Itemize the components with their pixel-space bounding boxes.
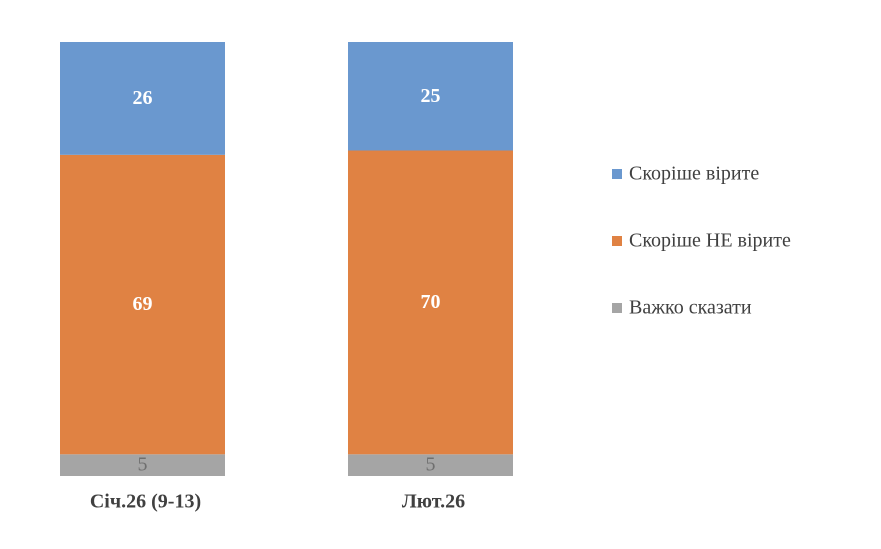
legend-label: Скоріше НЕ вірите [629,230,791,252]
value-label: 70 [421,291,441,313]
bar-segment [348,454,513,476]
bar-segment [348,42,513,151]
value-label: 5 [426,454,436,476]
bar-segment [60,154,225,455]
value-label: 5 [138,454,148,476]
legend-swatch [612,303,622,313]
legend-swatch [612,236,622,246]
value-label: 25 [421,85,441,107]
bar-segment [60,42,225,155]
x-label: Січ.26 (9-13) [90,491,201,513]
legend-swatch [612,169,622,179]
bar-segment [60,454,225,476]
legend-label: Важко сказати [629,297,752,319]
x-label: Лют.26 [402,491,465,513]
value-label: 69 [133,293,153,315]
bar-segment [348,150,513,455]
value-label: 26 [133,87,153,109]
legend-label: Скоріше вірите [629,163,759,185]
